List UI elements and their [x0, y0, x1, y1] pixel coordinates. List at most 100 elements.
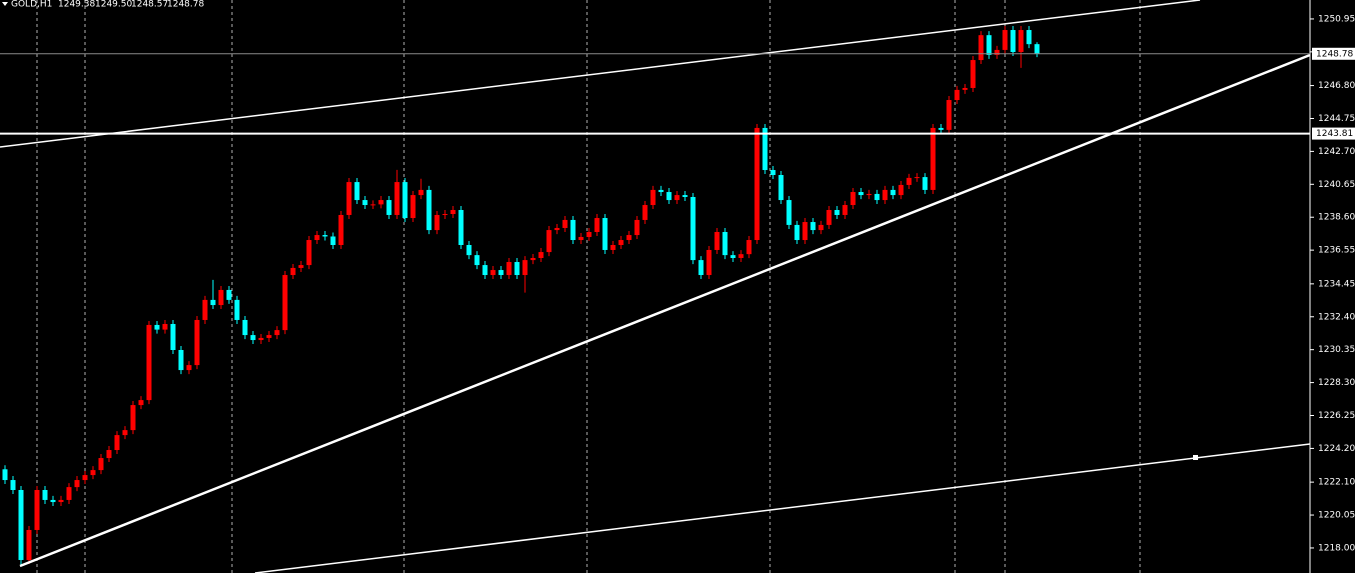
candle-body [242, 319, 248, 336]
candle-body [354, 182, 360, 201]
y-tick-label: 1240.65 [1318, 180, 1355, 190]
candle-body [378, 200, 384, 205]
candle-body [114, 435, 120, 451]
ohlc-close: 1248.78 [167, 0, 204, 10]
y-tick-label: 1232.40 [1318, 312, 1355, 322]
candle-body [290, 267, 296, 276]
y-tick-label: 1218.00 [1318, 543, 1355, 553]
candle-body [738, 254, 744, 259]
candle-body [802, 222, 808, 241]
candle-body [922, 177, 928, 190]
candle-body [682, 195, 688, 197]
candle-body [138, 400, 144, 406]
candle-body [618, 240, 624, 245]
candle-body [946, 100, 952, 130]
candle-body [58, 499, 64, 503]
candle-body [450, 209, 456, 215]
candle-body [490, 270, 496, 276]
y-tick-label: 1224.20 [1318, 444, 1355, 454]
candle-body [962, 87, 968, 90]
candle-body [178, 349, 184, 371]
candle-body [658, 189, 664, 193]
candle-body [498, 270, 504, 276]
candle-body [330, 236, 336, 245]
candle-body [130, 405, 136, 431]
y-tick-label: 1228.30 [1318, 378, 1355, 388]
candle-body [426, 189, 432, 231]
candle-body [666, 192, 672, 201]
candle-body [722, 231, 728, 256]
bid-tag-label: 1248.78 [1316, 49, 1353, 59]
candle-body [1034, 44, 1040, 54]
candle-body [914, 177, 920, 179]
y-tick-label: 1222.10 [1318, 478, 1355, 488]
candle-body [850, 192, 856, 206]
candle-body [394, 182, 400, 215]
candle-body [322, 235, 328, 237]
candle-body [170, 323, 176, 350]
candle-body [234, 299, 240, 320]
candle-body [906, 177, 912, 185]
candle-body [474, 255, 480, 266]
candle-body [874, 193, 880, 201]
candle-body [442, 214, 448, 216]
candle-body [98, 458, 104, 471]
candle-body [866, 193, 872, 196]
candle-body [10, 480, 16, 490]
candle-body [362, 200, 368, 206]
candle-body [106, 450, 112, 459]
candle-body [34, 489, 40, 530]
candle-body [530, 258, 536, 261]
channel-top [0, 0, 1201, 148]
candle-body [674, 195, 680, 201]
plot [2, 26, 1040, 566]
candle-body [506, 262, 512, 276]
y-tick-label: 1242.70 [1318, 147, 1355, 157]
candle-body [522, 260, 528, 276]
candle-body [50, 499, 56, 503]
candle-body [66, 487, 72, 500]
bid-tag [1312, 47, 1355, 60]
candle-body [146, 324, 152, 401]
candle-body [570, 219, 576, 241]
trendlines [0, 0, 1311, 573]
candle-body [514, 262, 520, 276]
candle-body [1026, 30, 1032, 45]
symbol: GOLD,H1 [11, 0, 52, 10]
candle-body [690, 196, 696, 261]
candle-body [154, 324, 160, 330]
y-tick-label: 1226.25 [1318, 411, 1355, 421]
candle-body [810, 222, 816, 231]
candle-body [602, 218, 608, 250]
y-tick-label: 1236.55 [1318, 246, 1355, 256]
candle-body [578, 236, 584, 241]
candle-body [698, 260, 704, 276]
candle-body [890, 189, 896, 196]
candle-body [186, 365, 192, 371]
candle-body [586, 231, 592, 237]
candle-body [554, 227, 560, 231]
candle-body [346, 182, 352, 215]
candle-body [818, 224, 824, 231]
candle-body [746, 240, 752, 255]
candle-body [74, 480, 80, 488]
candle-body [834, 209, 840, 215]
candle-body [90, 470, 96, 476]
candle-body [714, 231, 720, 250]
candle-body [458, 209, 464, 245]
candle-body [210, 299, 216, 306]
candle-body [202, 299, 208, 320]
candle-body [754, 127, 760, 241]
y-tick-label: 1238.60 [1318, 213, 1355, 223]
candle-body [842, 205, 848, 215]
candle-body [706, 249, 712, 276]
channel-bottom [254, 443, 1311, 573]
candle-body [1010, 30, 1016, 53]
candle-body [994, 49, 1000, 55]
candle-body [634, 219, 640, 236]
candle-body [250, 335, 256, 341]
ohlc-open: 1249.38 [58, 0, 95, 10]
y-tick-label: 1234.45 [1318, 279, 1355, 289]
candle-body [610, 244, 616, 250]
